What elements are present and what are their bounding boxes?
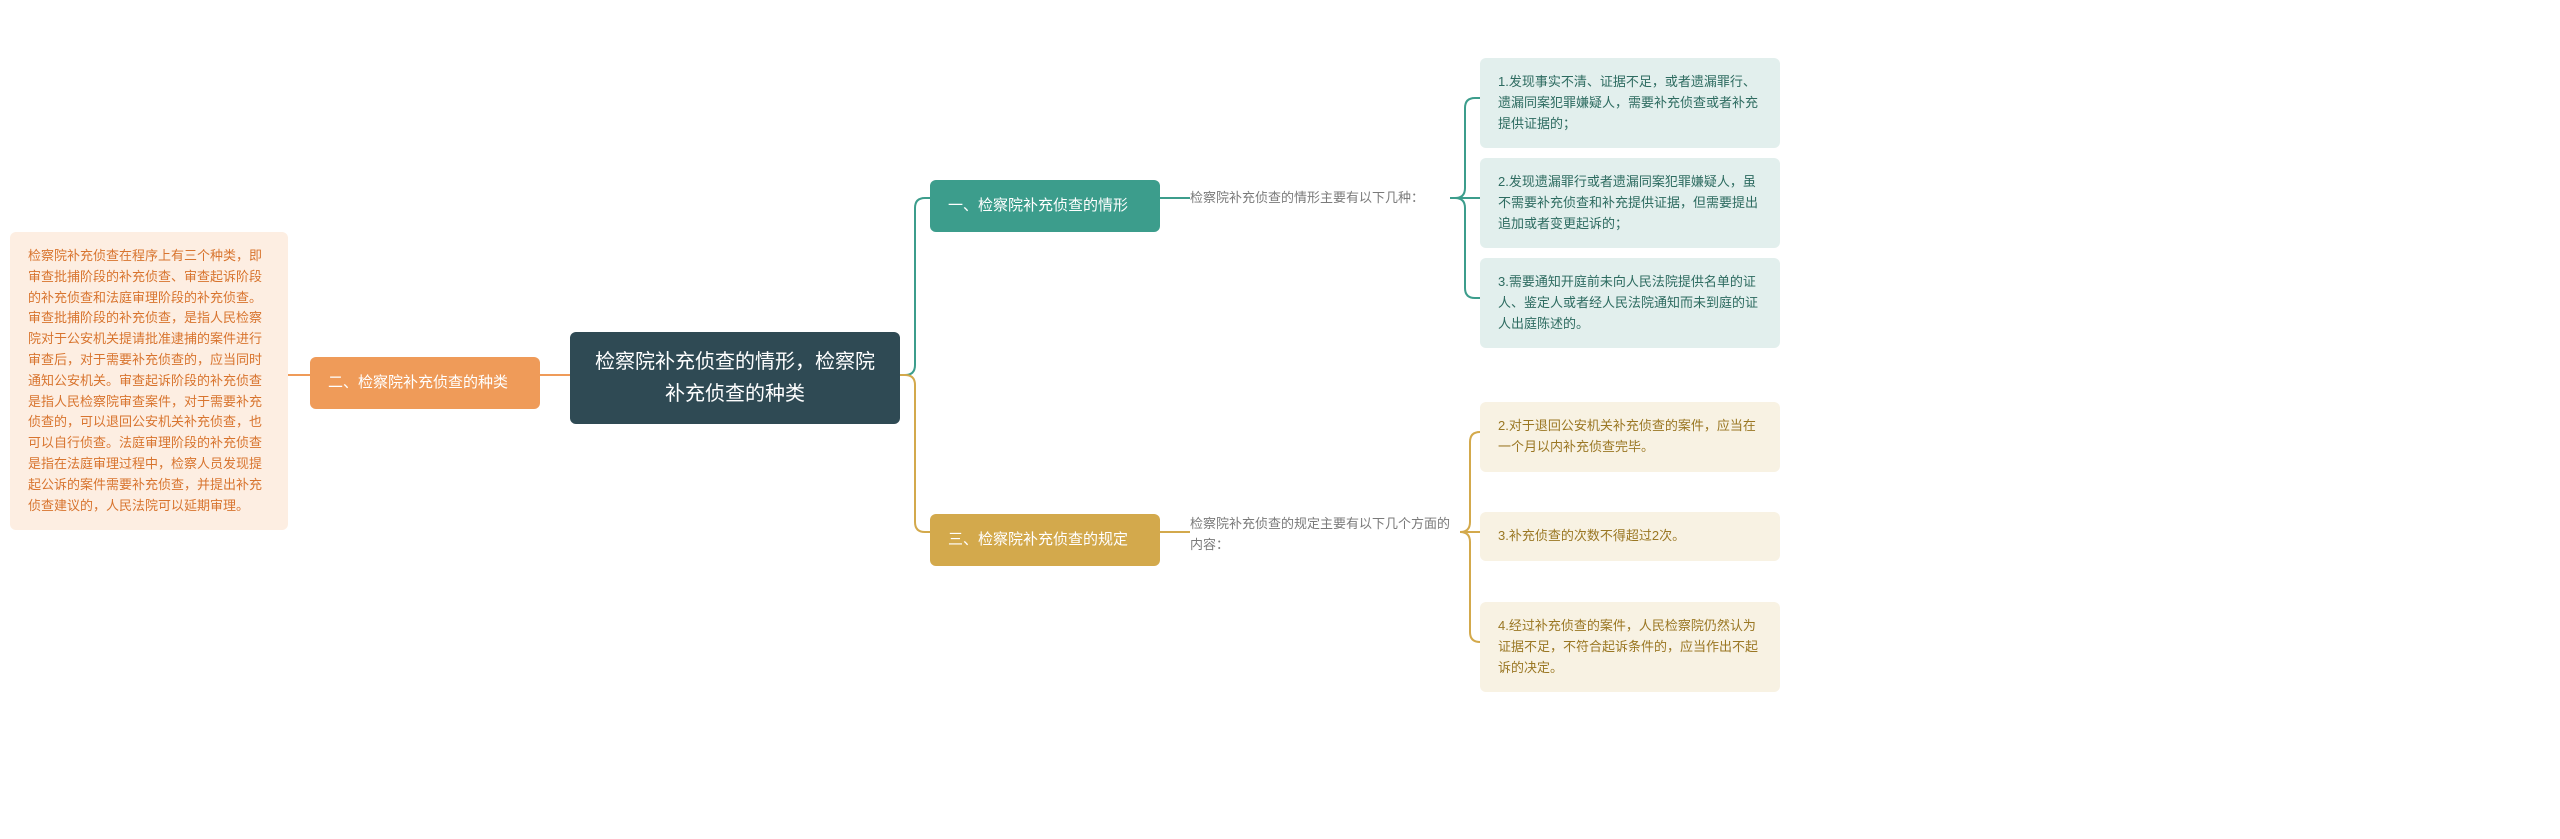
branch-1-intro-text: 检察院补充侦查的情形主要有以下几种：	[1190, 188, 1424, 209]
branch-1-item-3-node[interactable]: 3.需要通知开庭前未向人民法院提供名单的证人、鉴定人或者经人民法院通知而未到庭的…	[1480, 258, 1780, 348]
connector	[1450, 98, 1480, 198]
mindmap-canvas: 检察院补充侦查的情形，检察院补充侦查的种类 二、检察院补充侦查的种类 检察院补充…	[0, 0, 2560, 839]
connector	[900, 198, 930, 375]
branch-3-item-2-node[interactable]: 3.补充侦查的次数不得超过2次。	[1480, 512, 1780, 561]
connector	[900, 375, 930, 532]
branch-1-item-2-node[interactable]: 2.发现遗漏罪行或者遗漏同案犯罪嫌疑人，虽不需要补充侦查和补充提供证据，但需要提…	[1480, 158, 1780, 248]
branch-1-item-1-text: 1.发现事实不清、证据不足，或者遗漏罪行、遗漏同案犯罪嫌疑人，需要补充侦查或者补…	[1498, 72, 1762, 134]
branch-3-item-3-text: 4.经过补充侦查的案件，人民检察院仍然认为证据不足，不符合起诉条件的，应当作出不…	[1498, 616, 1762, 678]
branch-3-label: 三、检察院补充侦查的规定	[948, 528, 1128, 552]
branch-3-item-3-node[interactable]: 4.经过补充侦查的案件，人民检察院仍然认为证据不足，不符合起诉条件的，应当作出不…	[1480, 602, 1780, 692]
branch-1-intro-node[interactable]: 检察院补充侦查的情形主要有以下几种：	[1190, 188, 1450, 209]
branch-1-item-1-node[interactable]: 1.发现事实不清、证据不足，或者遗漏罪行、遗漏同案犯罪嫌疑人，需要补充侦查或者补…	[1480, 58, 1780, 148]
branch-1-item-2-text: 2.发现遗漏罪行或者遗漏同案犯罪嫌疑人，虽不需要补充侦查和补充提供证据，但需要提…	[1498, 172, 1762, 234]
branch-3-intro-text: 检察院补充侦查的规定主要有以下几个方面的内容：	[1190, 514, 1460, 556]
connector	[1460, 532, 1480, 642]
branch-2-node[interactable]: 二、检察院补充侦查的种类	[310, 357, 540, 409]
branch-2-detail-text: 检察院补充侦查在程序上有三个种类，即审查批捕阶段的补充侦查、审查起诉阶段的补充侦…	[28, 246, 270, 516]
connector	[1460, 432, 1480, 532]
connector	[1450, 198, 1480, 298]
branch-3-item-1-node[interactable]: 2.对于退回公安机关补充侦查的案件，应当在一个月以内补充侦查完毕。	[1480, 402, 1780, 472]
branch-2-label: 二、检察院补充侦查的种类	[328, 371, 508, 395]
branch-2-detail-node[interactable]: 检察院补充侦查在程序上有三个种类，即审查批捕阶段的补充侦查、审查起诉阶段的补充侦…	[10, 232, 288, 530]
branch-3-item-1-text: 2.对于退回公安机关补充侦查的案件，应当在一个月以内补充侦查完毕。	[1498, 416, 1762, 458]
branch-3-node[interactable]: 三、检察院补充侦查的规定	[930, 514, 1160, 566]
branch-3-intro-node[interactable]: 检察院补充侦查的规定主要有以下几个方面的内容：	[1190, 514, 1460, 556]
connector-layer	[0, 0, 2560, 839]
branch-1-item-3-text: 3.需要通知开庭前未向人民法院提供名单的证人、鉴定人或者经人民法院通知而未到庭的…	[1498, 272, 1762, 334]
root-node-label: 检察院补充侦查的情形，检察院补充侦查的种类	[588, 346, 882, 410]
branch-1-node[interactable]: 一、检察院补充侦查的情形	[930, 180, 1160, 232]
branch-1-label: 一、检察院补充侦查的情形	[948, 194, 1128, 218]
root-node[interactable]: 检察院补充侦查的情形，检察院补充侦查的种类	[570, 332, 900, 424]
branch-3-item-2-text: 3.补充侦查的次数不得超过2次。	[1498, 526, 1685, 547]
